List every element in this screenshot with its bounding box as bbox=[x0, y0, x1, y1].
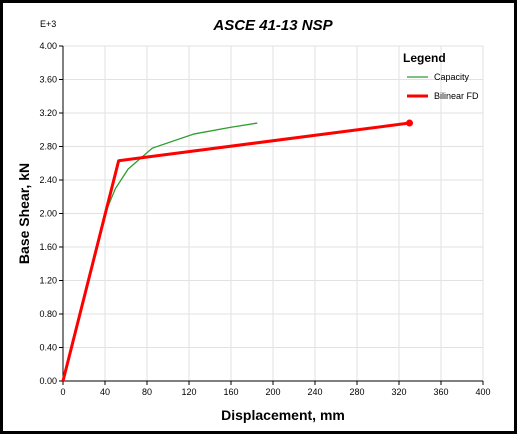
x-tick-label: 160 bbox=[223, 387, 238, 397]
x-tick-label: 200 bbox=[265, 387, 280, 397]
legend: Legend Capacity Bilinear FD bbox=[403, 51, 479, 101]
pushover-chart: 0 40 80 120 160 200 240 280 320 360 400 0.00 0.40 0.8… bbox=[16, 17, 491, 423]
y-tick-label: 0.00 bbox=[39, 376, 57, 386]
y-tick-label: 1.60 bbox=[39, 242, 57, 252]
bilinear-end-marker bbox=[406, 119, 413, 127]
y-tick-label: 2.80 bbox=[39, 142, 57, 152]
y-tick-label: 2.00 bbox=[39, 209, 57, 219]
y-tick-label: 0.40 bbox=[39, 343, 57, 353]
y-tick-label: 0.80 bbox=[39, 309, 57, 319]
y-tick-label: 3.20 bbox=[39, 108, 57, 118]
x-tick-label: 80 bbox=[142, 387, 152, 397]
series-line-bilinear bbox=[61, 121, 410, 382]
legend-title: Legend bbox=[403, 51, 446, 65]
legend-label-bilinear: Bilinear FD bbox=[434, 91, 479, 101]
y-tick-label: 1.20 bbox=[39, 276, 57, 286]
y-tick-label: 3.60 bbox=[39, 75, 57, 85]
chart-title: ASCE 41-13 NSP bbox=[212, 17, 333, 34]
y-axis-title: Base Shear, kN bbox=[16, 163, 32, 264]
axes bbox=[59, 45, 484, 385]
x-axis-title: Displacement, mm bbox=[221, 407, 345, 423]
legend-label-capacity: Capacity bbox=[434, 72, 470, 82]
y-tick-label: 2.40 bbox=[39, 175, 57, 185]
grid-lines bbox=[62, 45, 484, 382]
x-tick-label: 280 bbox=[349, 387, 364, 397]
x-tick-label: 400 bbox=[475, 387, 490, 397]
x-tick-label: 0 bbox=[60, 387, 65, 397]
x-tick-label: 120 bbox=[181, 387, 196, 397]
series-lines bbox=[61, 119, 413, 382]
y-tick-label: 4.00 bbox=[39, 41, 57, 51]
y-multiplier-label: E+3 bbox=[40, 19, 56, 29]
x-tick-label: 360 bbox=[433, 387, 448, 397]
x-tick-label: 240 bbox=[307, 387, 322, 397]
x-tick-label: 320 bbox=[391, 387, 406, 397]
x-tick-label: 40 bbox=[100, 387, 110, 397]
tick-labels: 0 40 80 120 160 200 240 280 320 360 400 0.00 0.40 0.8… bbox=[39, 41, 490, 397]
